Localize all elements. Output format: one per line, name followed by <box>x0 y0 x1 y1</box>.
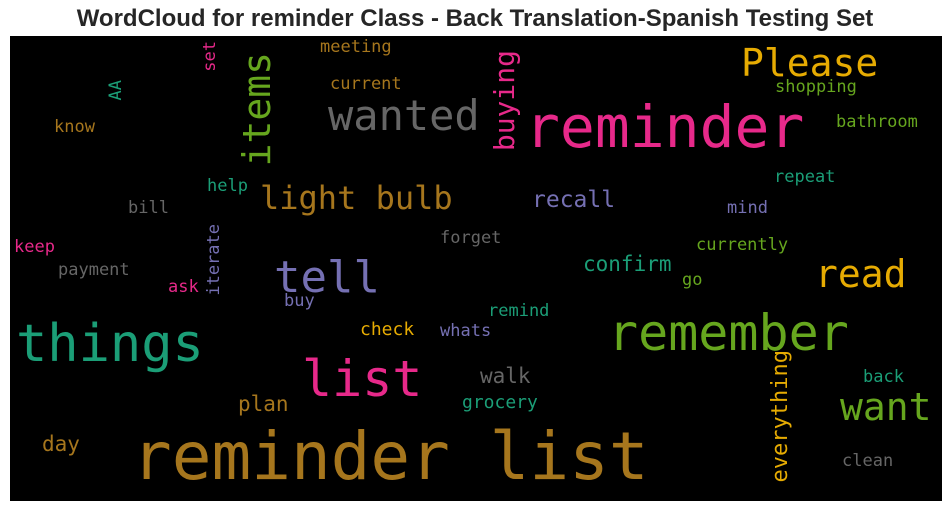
word-clean: clean <box>842 451 894 471</box>
word-list: list <box>302 350 423 408</box>
word-recall: recall <box>532 187 616 213</box>
word-walk: walk <box>480 364 531 388</box>
word-want: want <box>840 385 932 429</box>
word-things: things <box>16 314 204 374</box>
word-remind: remind <box>488 301 550 321</box>
word-set: set <box>200 41 220 72</box>
word-light-bulb: light bulb <box>260 179 453 217</box>
word-grocery: grocery <box>462 392 538 413</box>
word-reminder-list: reminder list <box>132 418 649 495</box>
word-cloud-canvas: reminder list reminder things remember l… <box>10 36 942 501</box>
word-shopping: shopping <box>775 77 857 97</box>
word-meeting: meeting <box>320 37 392 57</box>
word-know: know <box>54 117 95 137</box>
word-bathroom: bathroom <box>836 112 918 132</box>
word-day: day <box>42 432 80 456</box>
word-currently: currently <box>696 235 789 255</box>
word-forget: forget <box>440 228 502 248</box>
word-back: back <box>863 367 904 387</box>
word-go: go <box>682 270 703 290</box>
word-help: help <box>207 176 248 196</box>
word-confirm: confirm <box>583 252 672 276</box>
word-reminder: reminder <box>525 93 805 161</box>
word-mind: mind <box>727 198 768 218</box>
chart-title: WordCloud for reminder Class - Back Tran… <box>76 5 874 32</box>
word-wanted: wanted <box>328 91 480 140</box>
word-aa: AA <box>106 80 126 101</box>
word-bill: bill <box>128 198 169 218</box>
word-everything: everything <box>768 350 793 483</box>
word-iterate: iterate <box>204 224 224 296</box>
word-remember: remember <box>608 304 849 362</box>
word-read: read <box>815 252 907 296</box>
word-keep: keep <box>14 237 55 257</box>
word-please: Please <box>741 41 879 85</box>
word-tell: tell <box>274 252 380 303</box>
word-buying: buying <box>488 50 521 152</box>
word-repeat: repeat <box>774 167 836 187</box>
word-whats: whats <box>440 321 492 341</box>
word-buy: buy <box>284 291 315 311</box>
word-plan: plan <box>238 392 289 416</box>
word-current: current <box>330 74 402 94</box>
word-payment: payment <box>58 260 130 280</box>
word-ask: ask <box>168 277 199 297</box>
word-check: check <box>360 319 415 340</box>
word-items: items <box>235 52 279 167</box>
